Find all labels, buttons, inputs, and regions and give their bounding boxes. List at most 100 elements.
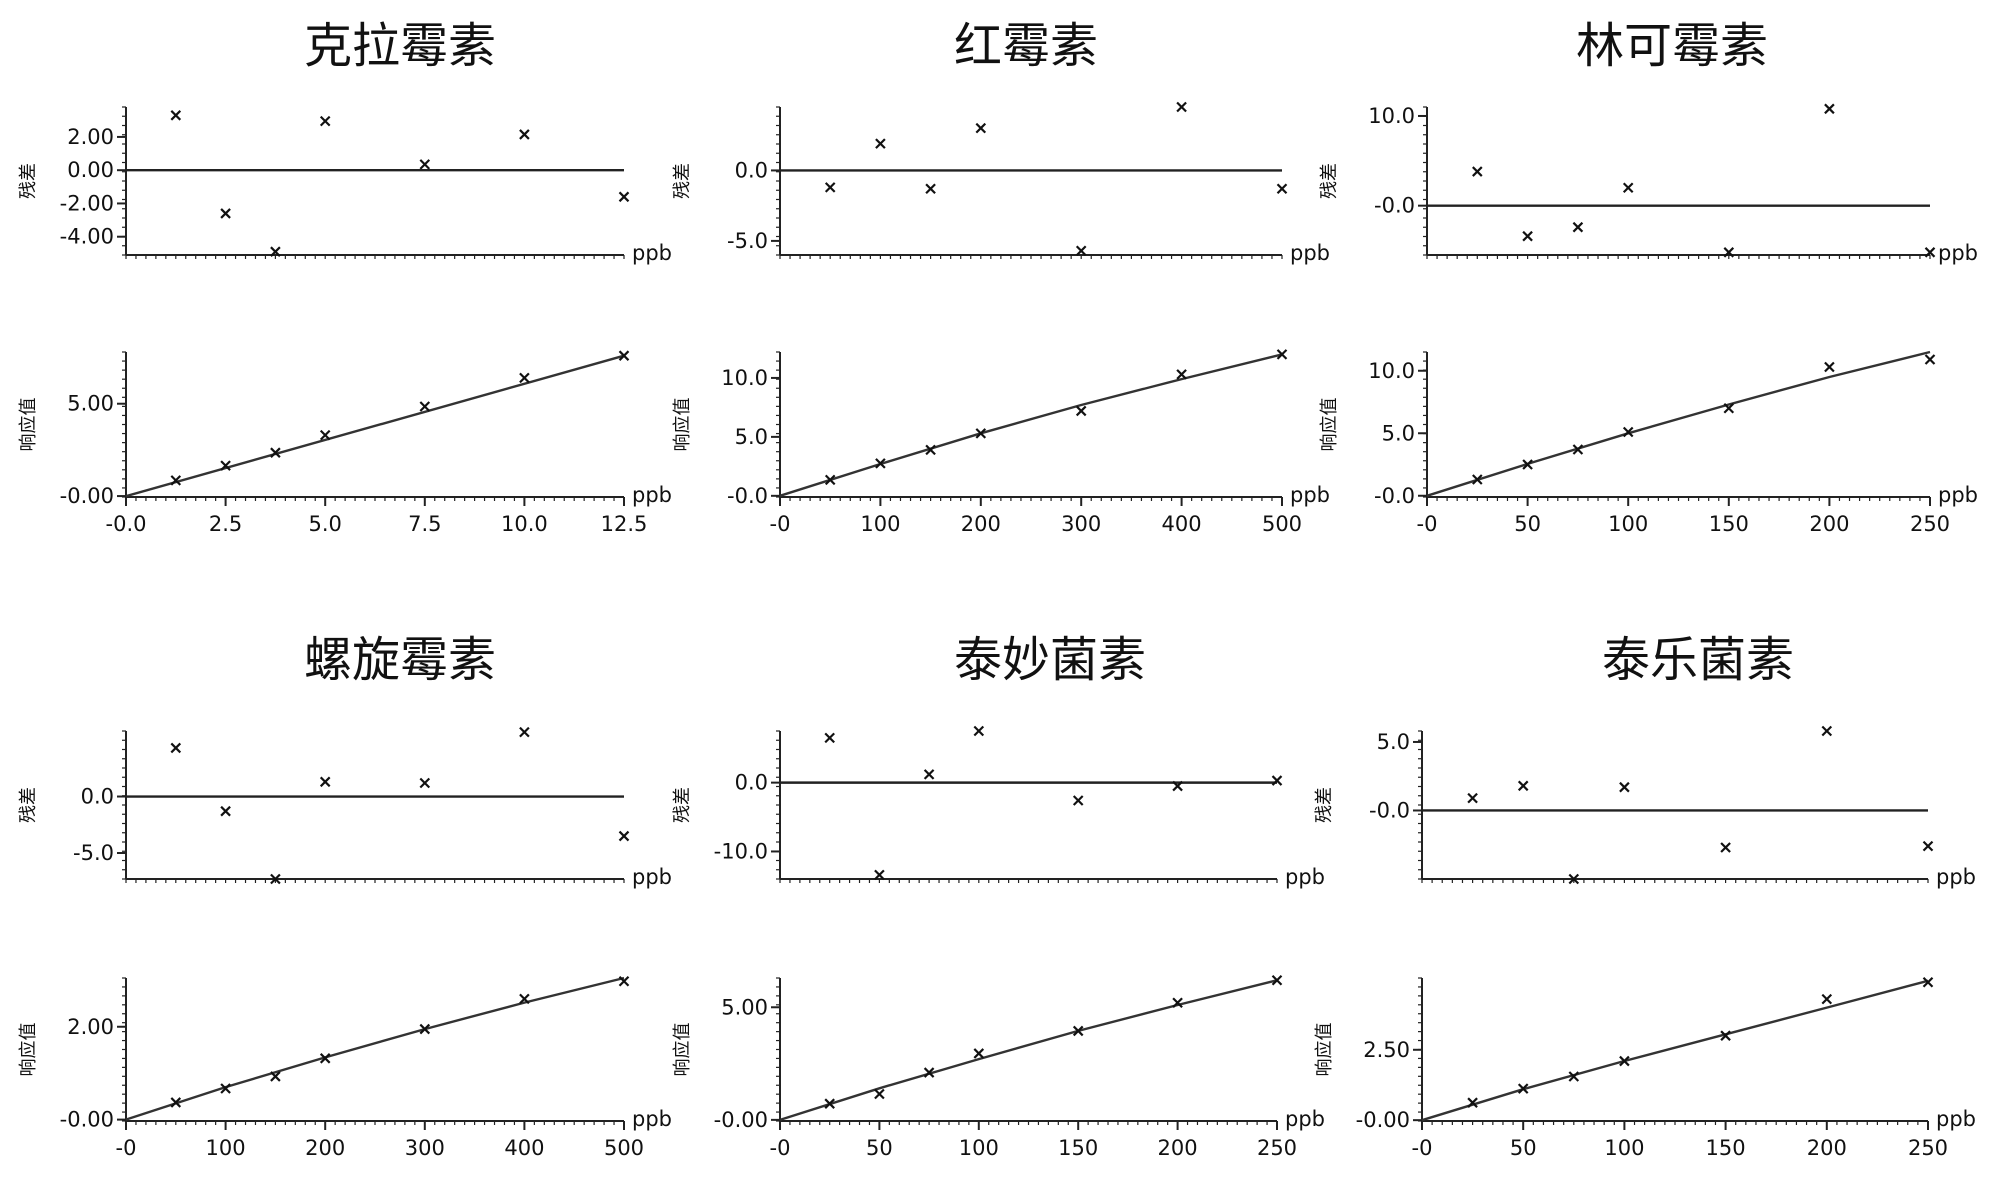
point-stroke-b xyxy=(1924,247,1936,258)
y-tick-label: -2.00 xyxy=(60,191,114,215)
y-axis-label: 响应值 xyxy=(672,1023,693,1077)
y-tick-label: -0.0 xyxy=(1374,194,1415,218)
point-stroke-b xyxy=(419,159,431,170)
x-unit-label: ppb xyxy=(632,483,672,507)
point-stroke-b xyxy=(319,115,331,127)
data-point xyxy=(220,460,231,471)
x-unit-label: ppb xyxy=(1290,241,1330,265)
x-tick-label: 400 xyxy=(1162,512,1202,536)
data-point xyxy=(1172,780,1183,792)
point-stroke-b xyxy=(1472,166,1483,177)
x-tick-label: 300 xyxy=(405,1136,445,1160)
response-subplot: 10.0 5.0 -0.0 响应值 ppb -0 50 100 150 200 250 xyxy=(1319,350,1978,536)
y-axis-label: 响应值 xyxy=(1319,398,1340,452)
point-stroke-b xyxy=(170,1097,182,1108)
x-tick-label: 300 xyxy=(1061,512,1101,536)
data-point xyxy=(1572,444,1584,455)
point-stroke-b xyxy=(973,725,985,737)
point-stroke-b xyxy=(1619,781,1630,793)
point-stroke-b xyxy=(1619,1055,1630,1067)
y-tick-label: -0.0 xyxy=(727,484,768,508)
data-point xyxy=(1075,245,1087,257)
point-stroke-b xyxy=(874,869,885,881)
residual-subplot: 0.0 -5.0 残差 ppb xyxy=(672,101,1330,265)
point-stroke-b xyxy=(1467,792,1478,804)
y-tick-label: -0.00 xyxy=(714,1108,768,1132)
data-point xyxy=(824,474,836,486)
x-tick-label: 7.5 xyxy=(408,512,441,536)
point-stroke-b xyxy=(618,350,630,361)
data-point xyxy=(1619,1055,1630,1067)
calibration-panel: 螺旋霉素 0.0 -5.0 残差 ppb 2.00 -0.00 响应值 ppb -0 100 200 3… xyxy=(18,632,672,1160)
residual-subplot: 5.0 -0.0 残差 ppb xyxy=(1314,725,1976,889)
x-unit-label: ppb xyxy=(1290,483,1330,507)
point-stroke-b xyxy=(925,444,936,456)
point-stroke-b xyxy=(824,474,836,486)
x-tick-label: -0 xyxy=(770,512,791,536)
data-point xyxy=(319,776,331,788)
data-point xyxy=(973,1048,985,1059)
point-stroke-b xyxy=(1522,230,1533,242)
point-stroke-b xyxy=(1821,725,1833,737)
x-tick-label: -0 xyxy=(770,1136,791,1160)
x-tick-label: 100 xyxy=(860,512,900,536)
data-point xyxy=(1723,402,1735,414)
data-point xyxy=(925,444,936,456)
fit-curve xyxy=(779,979,1278,1122)
data-point xyxy=(1824,103,1835,115)
data-point xyxy=(824,732,835,744)
data-point xyxy=(1271,775,1283,786)
y-axis-label: 残差 xyxy=(1319,163,1340,199)
point-stroke-b xyxy=(1922,976,1934,988)
y-tick-label: 0.0 xyxy=(735,771,768,795)
data-point xyxy=(824,182,836,193)
x-tick-label: 50 xyxy=(1514,512,1541,536)
point-stroke-b xyxy=(1720,842,1731,853)
point-stroke-b xyxy=(1723,402,1735,414)
x-unit-label: ppb xyxy=(1936,1107,1976,1131)
fit-curve xyxy=(779,353,1283,497)
y-tick-label: 2.00 xyxy=(67,1015,114,1039)
point-stroke-b xyxy=(1720,1030,1731,1041)
point-stroke-b xyxy=(1172,997,1183,1009)
point-stroke-b xyxy=(170,475,182,486)
x-tick-label: 150 xyxy=(1058,1136,1098,1160)
point-stroke-b xyxy=(1467,1097,1478,1108)
data-point xyxy=(270,447,281,458)
data-point xyxy=(419,159,431,170)
response-subplot: 2.50 -0.00 响应值 ppb -0 50 100 150 200 250 xyxy=(1314,976,1976,1160)
x-tick-label: -0 xyxy=(1417,512,1438,536)
x-tick-label: 150 xyxy=(1706,1136,1746,1160)
data-point xyxy=(1568,1071,1580,1082)
y-tick-label: 2.00 xyxy=(67,125,114,149)
data-point xyxy=(618,975,630,987)
x-tick-label: 250 xyxy=(1257,1136,1297,1160)
data-point xyxy=(618,350,630,361)
point-stroke-b xyxy=(975,428,987,439)
data-point xyxy=(1821,725,1833,737)
point-stroke-b xyxy=(1276,349,1288,360)
calibration-panel: 泰乐菌素 5.0 -0.0 残差 ppb 2.50 -0.00 响应值 ppb -0 50 100 15… xyxy=(1314,632,1976,1160)
point-stroke-b xyxy=(1572,221,1584,233)
data-point xyxy=(875,138,886,149)
y-axis-label: 残差 xyxy=(672,787,693,823)
data-point xyxy=(270,246,281,257)
y-tick-label: 10.0 xyxy=(1368,104,1415,128)
point-stroke-b xyxy=(220,208,231,219)
y-axis-label: 残差 xyxy=(18,787,39,823)
data-point xyxy=(1720,842,1731,853)
x-tick-label: 100 xyxy=(206,1136,246,1160)
data-point xyxy=(220,805,231,817)
data-point xyxy=(519,129,530,140)
y-tick-label: 5.00 xyxy=(67,392,114,416)
data-point xyxy=(1622,182,1634,194)
y-axis-label: 响应值 xyxy=(672,398,693,452)
residual-subplot: 0.0 -5.0 残差 ppb xyxy=(18,726,672,889)
point-stroke-b xyxy=(1522,459,1533,470)
data-point xyxy=(419,401,431,412)
point-stroke-b xyxy=(1517,1083,1529,1094)
data-point xyxy=(618,830,630,842)
y-axis-label: 残差 xyxy=(672,163,693,199)
